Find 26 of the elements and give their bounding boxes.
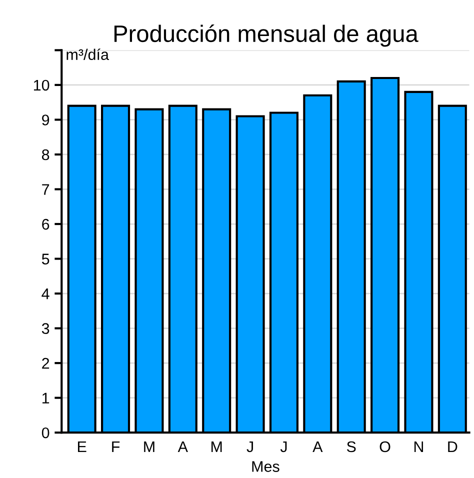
y-tick-label: 6: [42, 218, 50, 230]
x-tick-label: M: [144, 441, 154, 452]
y-axis-title: m³/día: [66, 48, 109, 60]
y-tick-label: 4: [42, 288, 50, 300]
x-tick-label: O: [380, 441, 390, 452]
y-tick-label: 5: [42, 254, 50, 264]
y-tick-label: 8: [42, 149, 50, 160]
y-tick-label: 2: [42, 358, 50, 369]
x-tick-label: M: [211, 441, 222, 452]
x-tick-label: J: [246, 441, 253, 452]
y-tick-label: 0: [42, 427, 50, 438]
y-tick-label: 1: [42, 392, 50, 404]
x-tick-label: N: [414, 441, 423, 452]
x-axis-title: Mes: [252, 461, 280, 472]
y-tick-label: 9: [42, 114, 50, 126]
x-tick-label: D: [448, 441, 458, 452]
x-tick-label: A: [312, 441, 323, 452]
y-tick-label: 10: [34, 80, 50, 91]
x-tick-label: A: [178, 441, 188, 452]
chart-title: Producción mensual de agua: [114, 24, 418, 47]
y-tick-label: 7: [42, 184, 50, 195]
x-tick-label: F: [112, 441, 120, 452]
x-tick-label: J: [280, 441, 287, 452]
x-tick-label: S: [346, 441, 356, 452]
y-tick-label: 3: [42, 323, 50, 334]
x-tick-label: E: [78, 441, 86, 452]
